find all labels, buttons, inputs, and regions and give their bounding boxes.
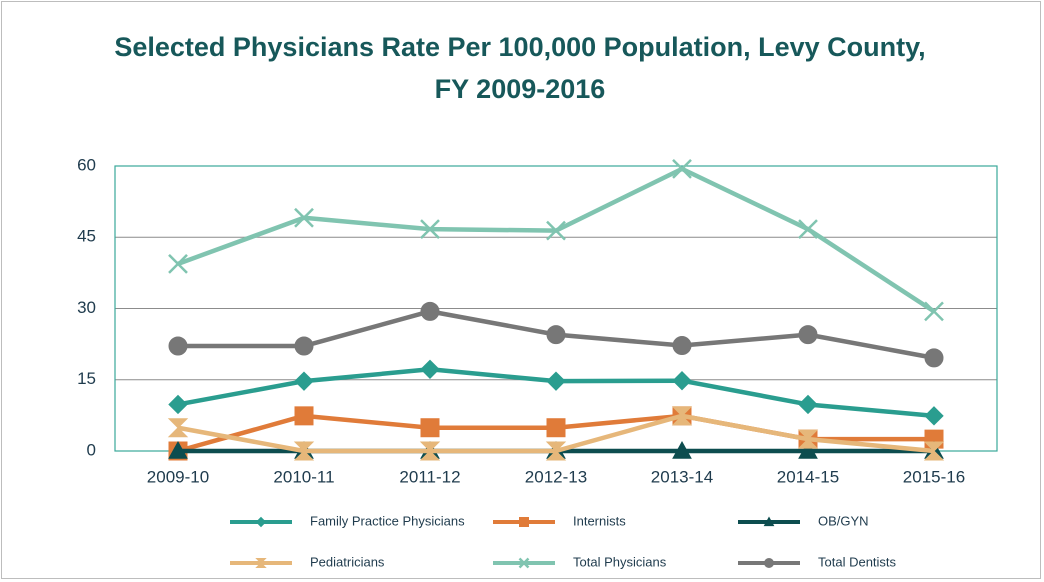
marker	[168, 440, 188, 459]
marker	[168, 394, 188, 415]
marker	[294, 406, 314, 426]
marker	[763, 516, 775, 527]
marker	[293, 441, 315, 461]
x-tick-label: 2015-16	[903, 467, 965, 486]
marker	[294, 207, 314, 228]
marker	[167, 418, 189, 438]
marker	[518, 557, 530, 569]
marker	[419, 441, 441, 461]
x-tick-label: 2011-12	[399, 467, 460, 486]
marker	[798, 440, 818, 459]
marker	[168, 336, 188, 356]
marker	[672, 158, 692, 179]
chart-title: Selected Physicians Rate Per 100,000 Pop…	[114, 32, 926, 104]
x-tick-label: 2009-10	[147, 467, 209, 486]
legend-label: Total Dentists	[818, 554, 897, 569]
marker	[255, 558, 267, 568]
marker	[546, 325, 566, 345]
marker	[294, 371, 314, 391]
y-tick-label: 30	[77, 298, 96, 317]
marker	[924, 406, 944, 426]
marker	[168, 253, 188, 274]
x-tick-label: 2010-11	[273, 467, 334, 486]
legend-label: Family Practice Physicians	[310, 513, 465, 528]
marker	[420, 359, 440, 380]
x-tick-label: 2014-15	[777, 467, 839, 486]
y-tick-label: 60	[77, 155, 96, 174]
marker	[798, 219, 818, 240]
marker	[672, 370, 692, 391]
legend-label: OB/GYN	[818, 513, 869, 528]
series-line	[177, 166, 936, 314]
marker	[420, 418, 440, 438]
marker	[294, 336, 314, 356]
x-tick-label: 2013-14	[651, 467, 713, 486]
marker	[546, 220, 566, 241]
marker	[924, 348, 944, 368]
marker	[546, 418, 566, 438]
marker	[545, 441, 567, 461]
marker	[923, 441, 945, 461]
marker	[546, 371, 566, 391]
y-tick-label: 15	[77, 369, 96, 388]
y-tick-label: 45	[77, 227, 96, 246]
marker	[764, 558, 774, 568]
marker	[798, 325, 818, 345]
x-tick-label: 2012-13	[525, 467, 587, 486]
marker	[420, 301, 440, 321]
marker	[671, 406, 693, 426]
marker	[255, 516, 267, 528]
marker	[924, 301, 944, 322]
legend-label: Internists	[573, 513, 626, 528]
marker	[797, 429, 819, 449]
legend-label: Total Physicians	[573, 554, 667, 569]
marker	[672, 336, 692, 356]
marker	[519, 517, 529, 527]
y-tick-label: 0	[87, 440, 96, 459]
marker	[672, 440, 692, 459]
legend-label: Pediatricians	[310, 554, 385, 569]
marker	[420, 219, 440, 240]
marker	[798, 394, 818, 415]
